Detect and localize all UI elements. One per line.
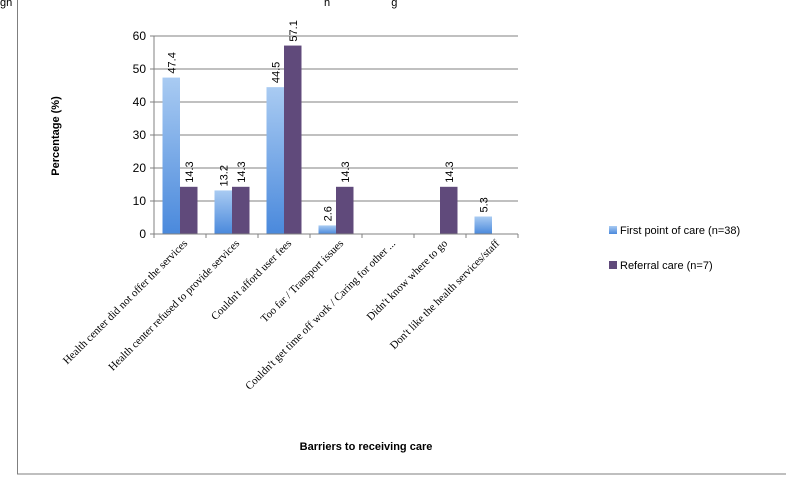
axes: [153, 36, 519, 238]
bars: [162, 45, 492, 235]
y-axis-title: Percentage (%): [50, 96, 62, 176]
chart-border: [17, 0, 786, 475]
data-label: 57.1: [288, 20, 300, 41]
data-label: 14.3: [184, 161, 196, 182]
y-tick-label: 40: [133, 95, 147, 109]
bar-referral-care: [440, 186, 458, 234]
legend-label-first-point: First point of care (n=38): [620, 225, 740, 237]
y-tick-label: 20: [133, 161, 147, 175]
y-tick-label: 0: [139, 227, 146, 241]
y-tick-label: 60: [133, 29, 147, 43]
data-label: 2.6: [322, 206, 334, 221]
legend: First point of care (n=38) Referral care…: [609, 225, 740, 272]
y-tick-label: 30: [133, 128, 147, 142]
data-label: 13.2: [218, 165, 230, 186]
data-label: 14.3: [444, 161, 456, 182]
bar-referral-care: [284, 45, 302, 234]
data-label: 14.3: [236, 161, 248, 182]
bar-first-point-of-care: [474, 216, 492, 234]
bar-first-point-of-care: [266, 87, 284, 235]
category-labels: Health center did not offer the services…: [61, 237, 503, 392]
chart-title-fragment: gh h g: [0, 0, 397, 9]
y-axis-ticks: 0 10 20 30 40 50 60: [133, 29, 154, 241]
legend-swatch-first-point: [609, 226, 617, 234]
gridlines: [154, 35, 518, 202]
x-axis-title: Barriers to receiving care: [300, 441, 433, 453]
legend-label-referral: Referral care (n=7): [620, 260, 713, 272]
bar-referral-care: [180, 186, 198, 234]
bar-first-point-of-care: [318, 225, 336, 234]
y-tick-label: 50: [133, 62, 147, 76]
data-labels: 47.4 13.2 44.5 2.6 5.3 14.3 14.3 57.1 14.3 14.3: [166, 20, 490, 221]
legend-swatch-referral: [609, 261, 617, 269]
bar-referral-care: [232, 186, 250, 234]
data-label: 5.3: [478, 197, 490, 212]
y-tick-label: 10: [133, 194, 147, 208]
bar-first-point-of-care: [214, 190, 232, 234]
bar-first-point-of-care: [162, 77, 180, 234]
data-label: 44.5: [270, 62, 282, 83]
data-label: 14.3: [340, 161, 352, 182]
data-label: 47.4: [166, 52, 178, 73]
bar-referral-care: [336, 186, 354, 234]
category-label: Don't like the health services/staff: [388, 237, 503, 352]
